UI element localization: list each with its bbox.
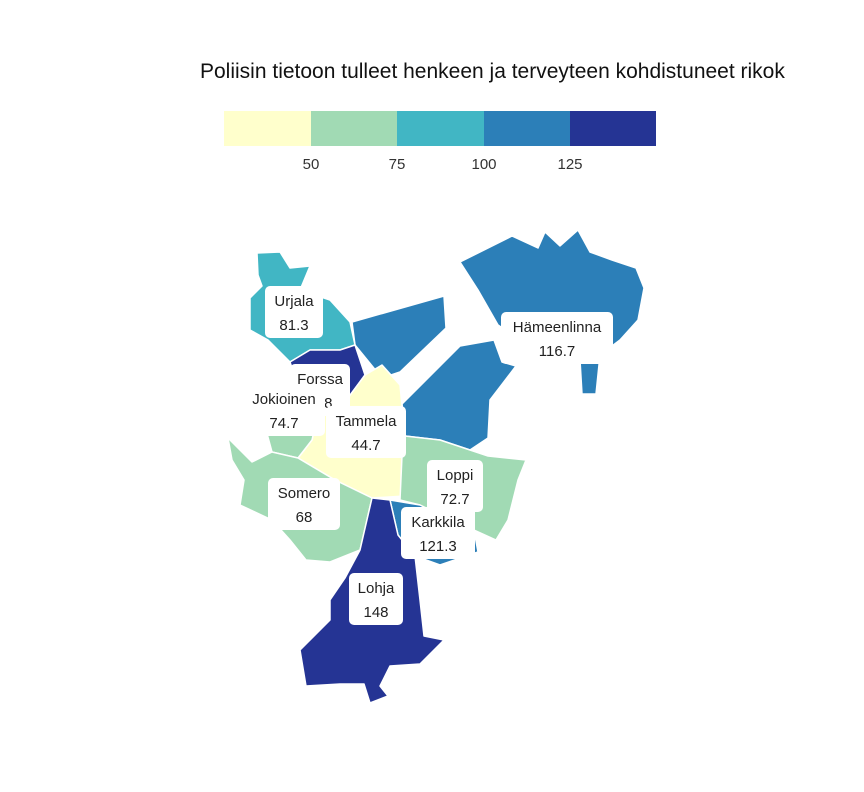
label-somero: Somero 68 [268,478,340,530]
label-box-loppi [427,460,483,512]
label-value-loppi: 72.7 [440,491,469,508]
legend-tick-100: 100 [471,156,496,173]
label-box-lohja [349,573,403,625]
legend-swatch-0 [224,111,311,146]
map-title: Poliisin tietoon tulleet henkeen ja terv… [200,60,785,83]
label-box-somero [268,478,340,530]
label-name-karkkila: Karkkila [411,514,465,531]
label-box-urjala [265,286,323,338]
legend-tick-125: 125 [557,156,582,173]
label-name-forssa: Forssa [297,371,344,388]
label-name-hameenlinna: Hämeenlinna [513,319,602,336]
label-name-urjala: Urjala [274,293,314,310]
label-value-jokioinen: 74.7 [269,415,298,432]
label-name-somero: Somero [278,485,331,502]
label-value-somero: 68 [296,509,313,526]
label-name-loppi: Loppi [437,467,474,484]
legend-swatch-1 [311,111,397,146]
label-hameenlinna: Hämeenlinna 116.7 [501,312,613,364]
label-value-tammela: 44.7 [351,437,380,454]
label-name-jokioinen: Jokioinen [252,391,315,408]
label-jokioinen: Jokioinen 74.7 [243,384,325,436]
legend-swatch-3 [484,111,570,146]
label-box-jokioinen [243,384,325,436]
label-box-tammela [326,406,406,458]
legend-tick-75: 75 [389,156,406,173]
label-name-lohja: Lohja [358,580,395,597]
legend-tick-50: 50 [303,156,320,173]
legend-swatch-4 [570,111,656,146]
region-labels: Urjala 81.3 Hämeenlinna 116.7 Forssa 148… [243,286,613,625]
label-value-karkkila: 121.3 [419,538,457,555]
label-value-hameenlinna: 116.7 [539,343,575,360]
label-value-lohja: 148 [363,604,388,621]
label-box-hameenlinna [501,312,613,364]
label-tammela: Tammela 44.7 [326,406,406,458]
label-name-tammela: Tammela [336,413,398,430]
label-lohja: Lohja 148 [349,573,403,625]
legend-swatch-2 [397,111,484,146]
label-karkkila: Karkkila 121.3 [401,507,475,559]
label-loppi: Loppi 72.7 [427,460,483,512]
label-value-urjala: 81.3 [279,317,308,334]
legend: 50 75 100 125 [224,111,656,173]
label-box-karkkila [401,507,475,559]
label-urjala: Urjala 81.3 [265,286,323,338]
